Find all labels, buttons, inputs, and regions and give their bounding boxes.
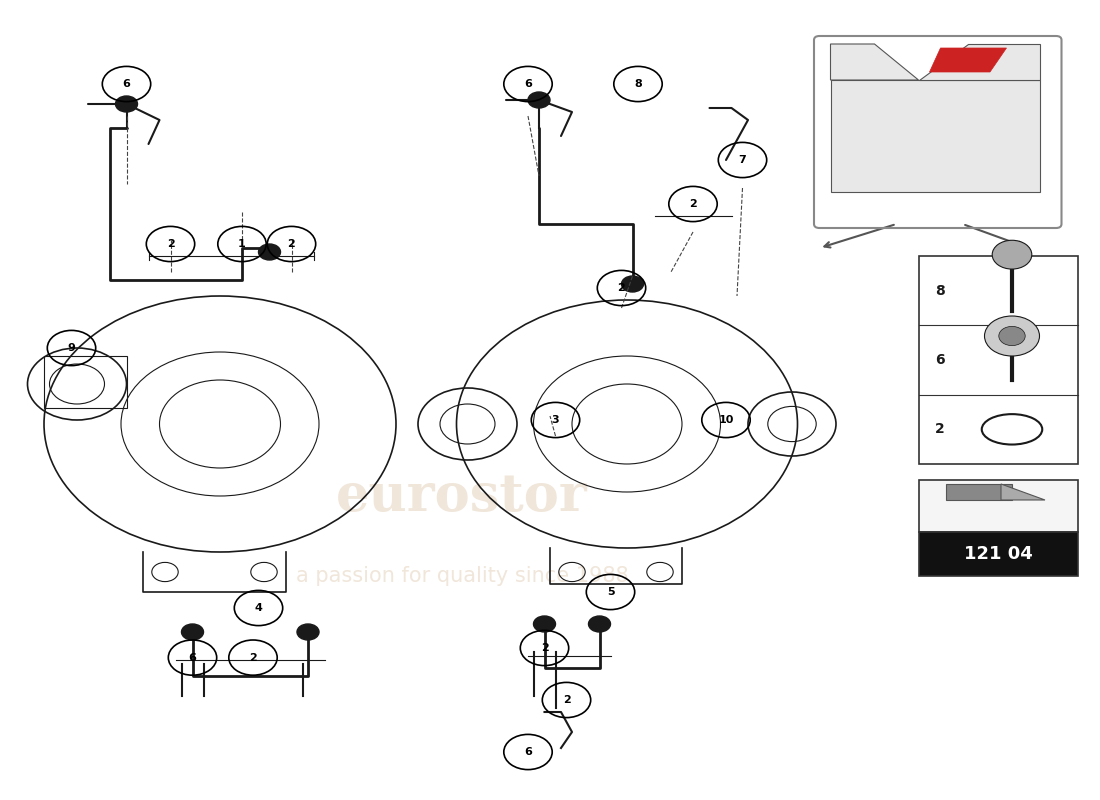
- Text: 6: 6: [122, 79, 131, 89]
- Polygon shape: [918, 44, 1040, 80]
- Text: 6: 6: [188, 653, 197, 662]
- Circle shape: [621, 276, 643, 292]
- Circle shape: [588, 616, 610, 632]
- Circle shape: [528, 92, 550, 108]
- Circle shape: [999, 326, 1025, 346]
- Circle shape: [984, 316, 1040, 356]
- Text: a passion for quality since 1988: a passion for quality since 1988: [296, 566, 628, 586]
- Text: 6: 6: [524, 79, 532, 89]
- FancyBboxPatch shape: [918, 532, 1078, 576]
- Text: 2: 2: [617, 283, 626, 293]
- Text: 9: 9: [67, 343, 76, 353]
- Polygon shape: [1001, 484, 1045, 500]
- Polygon shape: [946, 484, 1012, 500]
- Text: 121 04: 121 04: [964, 545, 1033, 563]
- Text: 2: 2: [689, 199, 697, 209]
- Text: 2: 2: [166, 239, 175, 249]
- Text: 6: 6: [935, 353, 945, 367]
- Polygon shape: [830, 44, 918, 80]
- Circle shape: [992, 240, 1032, 269]
- Text: 8: 8: [935, 284, 945, 298]
- Text: 4: 4: [254, 603, 263, 613]
- Text: 10: 10: [718, 415, 734, 425]
- Text: 3: 3: [552, 415, 559, 425]
- Text: 2: 2: [935, 422, 945, 436]
- Text: 1: 1: [238, 239, 246, 249]
- Text: 5: 5: [607, 587, 614, 597]
- Circle shape: [297, 624, 319, 640]
- Text: 8: 8: [634, 79, 642, 89]
- Text: 2: 2: [562, 695, 571, 705]
- Text: 6: 6: [524, 747, 532, 757]
- Circle shape: [258, 244, 280, 260]
- Polygon shape: [930, 48, 1007, 72]
- Circle shape: [534, 616, 556, 632]
- Circle shape: [116, 96, 138, 112]
- Text: 2: 2: [287, 239, 296, 249]
- Text: 7: 7: [738, 155, 747, 165]
- FancyBboxPatch shape: [918, 480, 1078, 532]
- Polygon shape: [830, 80, 1040, 192]
- Circle shape: [182, 624, 204, 640]
- Text: 2: 2: [249, 653, 257, 662]
- Text: 2: 2: [540, 643, 549, 653]
- Text: eurostor: eurostor: [337, 470, 587, 522]
